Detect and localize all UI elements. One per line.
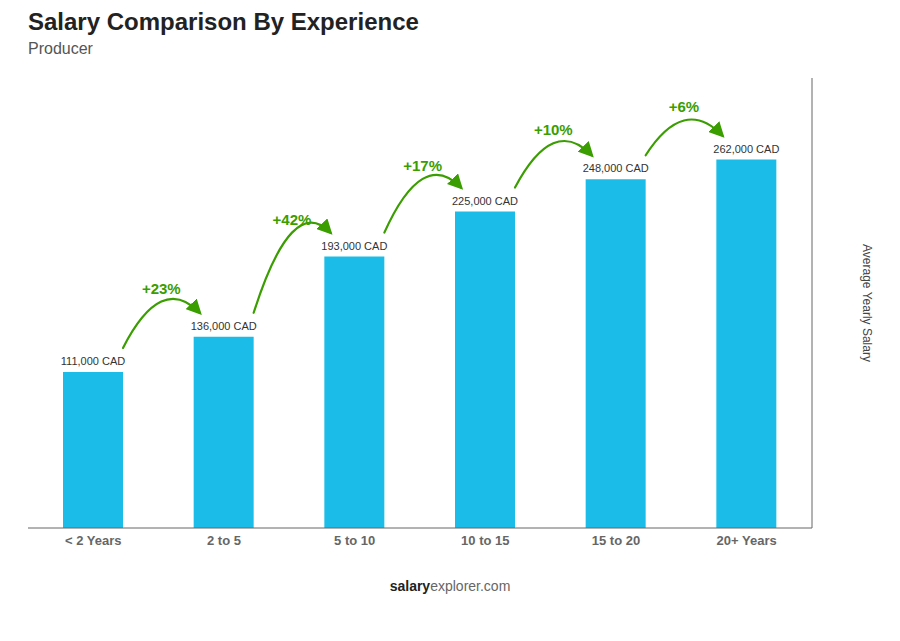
html-text:Salary Comparison By Experienc: Salary Comparison By Experience [28,8,419,35]
svg-text:+42%: +42% [273,211,312,228]
svg-text:+23%: +23% [142,280,181,297]
svg-text:10 to 15: 10 to 15 [461,533,509,548]
svg-text:136,000 CAD: 136,000 CAD [191,320,257,332]
svg-text:+17%: +17% [403,157,442,174]
svg-text:+10%: +10% [534,121,573,138]
svg-text:225,000 CAD: 225,000 CAD [452,195,518,207]
svg-text:15 to 20: 15 to 20 [592,533,640,548]
svg-text:262,000 CAD: 262,000 CAD [713,143,779,155]
svg-text:Average Yearly Salary: Average Yearly Salary [860,244,874,362]
svg-text:2 to 5: 2 to 5 [207,533,241,548]
svg-text:< 2 Years: < 2 Years [65,533,122,548]
svg-text:20+ Years: 20+ Years [717,533,777,548]
svg-text:5 to 10: 5 to 10 [334,533,375,548]
html-text:salary explorer.com: salary explorer.com [389,578,511,594]
html-text:Producer: Producer [28,40,93,57]
svg-text:+6%: +6% [669,98,699,115]
svg-text:193,000 CAD: 193,000 CAD [321,240,387,252]
svg-text:248,000 CAD: 248,000 CAD [583,162,649,174]
svg-text:111,000 CAD: 111,000 CAD [61,355,125,367]
